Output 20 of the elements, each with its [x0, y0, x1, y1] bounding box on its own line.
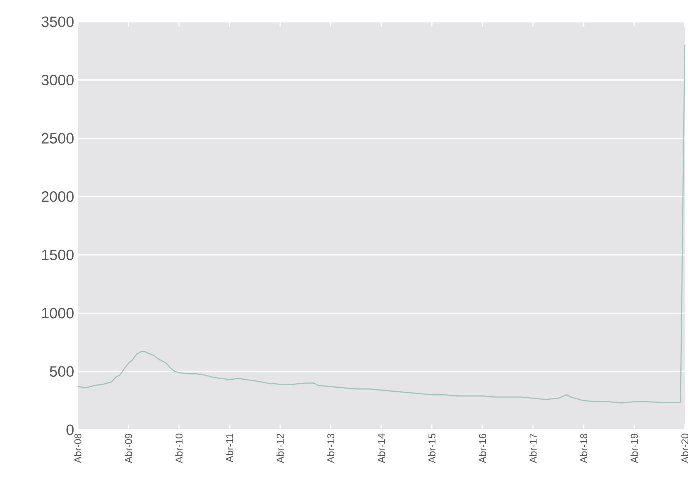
x-tick-label: Abr-15: [428, 434, 436, 464]
y-tick-label: 500: [50, 366, 74, 377]
x-tick-label: Abr-16: [479, 434, 486, 464]
x-tick-label: Abr-19: [630, 434, 638, 464]
x-tick-label: Abr-17: [530, 434, 537, 464]
y-tick-label: 3000: [42, 74, 74, 86]
y-tick-label: 2000: [42, 192, 74, 202]
x-tick-label: Abr-12: [276, 434, 284, 464]
y-tick-label: 0: [66, 424, 74, 436]
x-tick-label: Abr-14: [378, 434, 386, 464]
x-tick-label: Abr-13: [327, 434, 335, 464]
y-tick-label: 2500: [42, 133, 74, 144]
y-tick-label: 3500: [42, 16, 74, 28]
x-tick-label: Abr-09: [124, 434, 132, 464]
x-tick-label: Abr-11: [226, 434, 234, 463]
y-tick-label: 1500: [42, 250, 74, 260]
x-tick-label: Abr-10: [176, 434, 183, 464]
x-tick-label: Abr-08: [74, 434, 82, 464]
x-tick-label: Abr-18: [580, 434, 588, 464]
y-tick-label: 1000: [42, 308, 74, 319]
